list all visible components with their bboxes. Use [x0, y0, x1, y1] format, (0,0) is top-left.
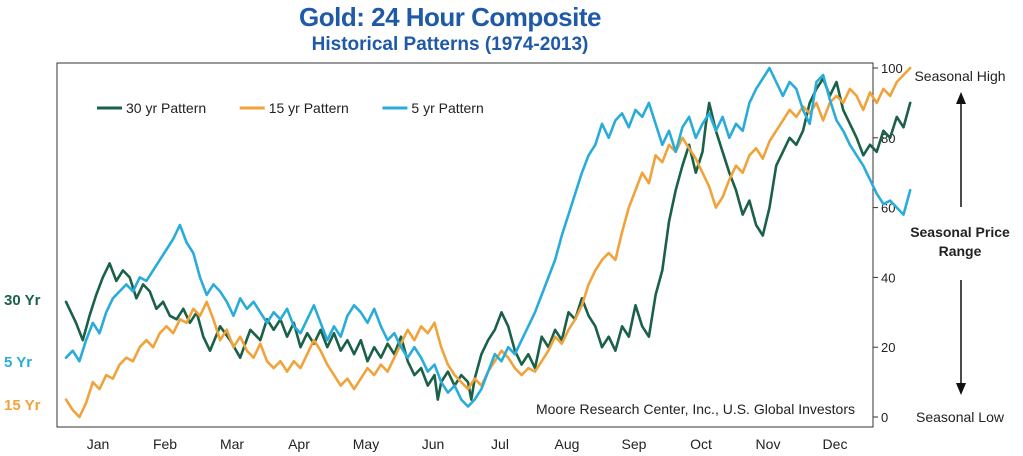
- legend-entry-5yr: 5 yr Pattern: [382, 100, 484, 116]
- x-tick-label: Jul: [491, 436, 509, 452]
- y-tick-label: 40: [881, 270, 895, 285]
- plot-frame: [56, 62, 874, 428]
- series-5yr-line: [64, 66, 912, 408]
- seasonal-price-range-label: Seasonal Price Range: [910, 224, 1010, 259]
- legend-entry-30yr: 30 yr Pattern: [97, 100, 206, 116]
- x-tick-label: Sep: [622, 436, 647, 452]
- x-tick-label: Apr: [288, 436, 310, 452]
- x-tick-label: Jan: [87, 436, 110, 452]
- legend-entry-15yr: 15 yr Pattern: [239, 100, 349, 116]
- x-tick-label: Mar: [220, 436, 244, 452]
- x-tick-label: Jun: [422, 436, 445, 452]
- x-tick-label: Oct: [690, 436, 712, 452]
- source-note: Moore Research Center, Inc., U.S. Global…: [536, 401, 855, 417]
- series-15yr-line: [64, 66, 912, 419]
- legend-label: 15 yr Pattern: [269, 100, 349, 116]
- x-tick-label: Nov: [756, 436, 781, 452]
- y-tick-label: 100: [881, 61, 903, 76]
- start-label-30yr: 30 Yr: [4, 292, 41, 309]
- x-tick-label: Aug: [555, 436, 580, 452]
- chart-subtitle: Historical Patterns (1974-2013): [311, 34, 589, 55]
- seasonal-high-label: Seasonal High: [914, 68, 1006, 84]
- arrow-up-icon: [956, 92, 966, 104]
- start-label-5yr: 5 Yr: [4, 354, 33, 371]
- chart-title: Gold: 24 Hour Composite: [299, 2, 601, 32]
- legend-label: 30 yr Pattern: [126, 100, 206, 116]
- arrow-down-icon: [956, 383, 966, 395]
- x-tick-label: Dec: [823, 436, 848, 452]
- y-tick-label: 0: [881, 410, 888, 425]
- x-tick-label: May: [353, 436, 379, 452]
- start-label-15yr: 15 Yr: [4, 397, 41, 414]
- series-30yr-line: [64, 77, 912, 401]
- seasonal-low-label: Seasonal Low: [916, 409, 1004, 425]
- x-tick-label: Feb: [153, 436, 177, 452]
- legend-label: 5 yr Pattern: [411, 100, 483, 116]
- y-tick-label: 20: [881, 340, 895, 355]
